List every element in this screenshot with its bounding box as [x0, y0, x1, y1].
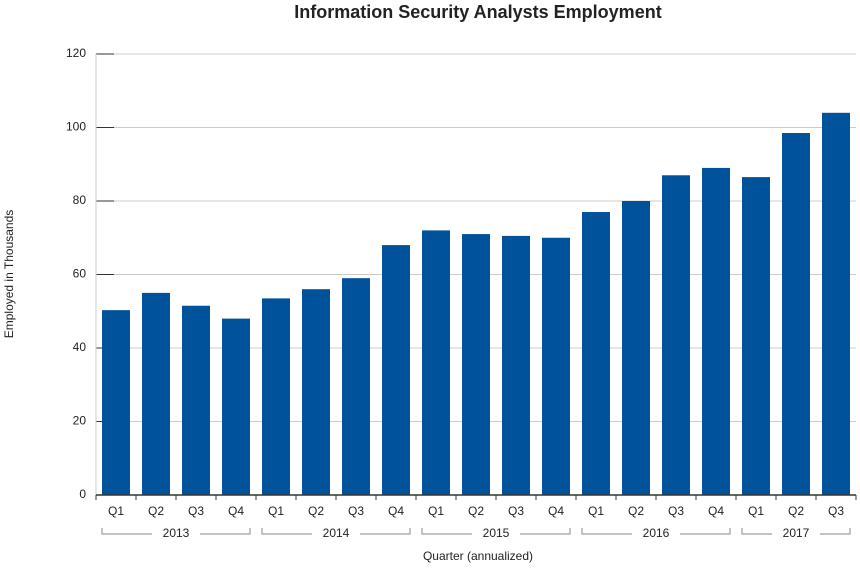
- x-tick-label: Q2: [468, 504, 484, 518]
- x-axis-label: Quarter (annualized): [423, 549, 533, 563]
- group-label: 2013: [163, 526, 190, 540]
- x-tick-label: Q2: [148, 504, 164, 518]
- x-tick-label: Q1: [428, 504, 444, 518]
- x-tick-label: Q4: [228, 504, 244, 518]
- y-tick-label: 100: [66, 120, 86, 134]
- bar: [182, 305, 210, 495]
- bar: [342, 278, 370, 495]
- bar: [382, 245, 410, 495]
- y-tick-label: 80: [73, 193, 87, 207]
- x-tick-label: Q2: [788, 504, 804, 518]
- x-tick-label: Q1: [268, 504, 284, 518]
- x-tick-label: Q4: [708, 504, 724, 518]
- bar: [502, 235, 530, 495]
- group-bracket: [421, 528, 571, 535]
- x-tick-label: Q1: [588, 504, 604, 518]
- y-tick-label: 0: [79, 487, 86, 501]
- group-label: 2016: [643, 526, 670, 540]
- x-tick-label: Q3: [508, 504, 524, 518]
- y-tick-label: 40: [73, 340, 87, 354]
- group-bracket: [581, 528, 731, 535]
- y-tick-label: 120: [66, 46, 86, 60]
- y-tick-label: 60: [73, 267, 87, 281]
- bar: [662, 175, 690, 495]
- bar: [302, 289, 330, 495]
- x-tick-label: Q3: [348, 504, 364, 518]
- group-label: 2014: [323, 526, 350, 540]
- group-bracket: [741, 528, 851, 535]
- bar: [142, 292, 170, 495]
- x-tick-label: Q4: [388, 504, 404, 518]
- x-tick-label: Q2: [628, 504, 644, 518]
- bar: [822, 112, 850, 496]
- bar: [782, 133, 810, 495]
- group-bracket: [101, 528, 251, 535]
- bar: [742, 177, 770, 496]
- bar: [222, 318, 250, 495]
- group-bracket: [261, 528, 411, 535]
- group-label: 2017: [783, 526, 810, 540]
- x-tick-label: Q2: [308, 504, 324, 518]
- x-tick-label: Q1: [108, 504, 124, 518]
- x-tick-label: Q1: [748, 504, 764, 518]
- bar: [102, 310, 130, 495]
- y-tick-label: 20: [73, 414, 87, 428]
- x-tick-label: Q3: [188, 504, 204, 518]
- bar: [422, 230, 450, 495]
- bar: [542, 237, 570, 495]
- bar: [462, 234, 490, 495]
- bar: [582, 212, 610, 495]
- bar: [262, 298, 290, 495]
- y-axis-label: Employed in Thousands: [2, 210, 16, 339]
- bar: [622, 201, 650, 495]
- x-tick-label: Q4: [548, 504, 564, 518]
- group-label: 2015: [483, 526, 510, 540]
- x-tick-label: Q3: [828, 504, 844, 518]
- chart-title: Information Security Analysts Employment: [294, 2, 661, 22]
- bar: [702, 167, 730, 496]
- x-tick-label: Q3: [668, 504, 684, 518]
